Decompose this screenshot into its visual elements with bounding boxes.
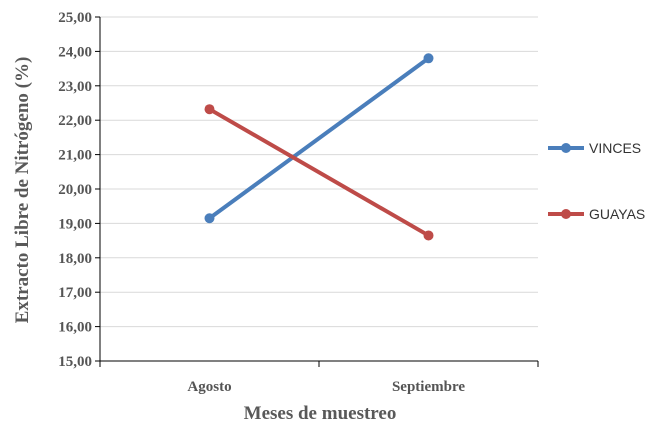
y-tick-label: 23,00 <box>58 79 92 95</box>
y-tick-label: 24,00 <box>58 44 92 60</box>
y-tick-label: 15,00 <box>58 354 92 370</box>
y-tick-label: 22,00 <box>58 113 92 129</box>
data-point-vinces <box>424 53 434 63</box>
y-tick-label: 20,00 <box>58 182 92 198</box>
legend-label-vinces: VINCES <box>589 140 641 156</box>
y-tick-label: 25,00 <box>58 10 92 26</box>
x-axis: Agosto Septiembre <box>100 17 538 395</box>
y-tick-label: 21,00 <box>58 148 92 164</box>
x-axis-title: Meses de muestreo <box>244 403 397 423</box>
y-axis-title: Extracto Libre de Nitrógeno (%) <box>12 57 33 324</box>
data-point-vinces <box>205 213 215 223</box>
series-line-guayas <box>210 109 429 235</box>
y-tick-label: 18,00 <box>58 251 92 267</box>
y-tick-label: 17,00 <box>58 285 92 301</box>
legend-marker-guayas <box>561 209 571 219</box>
y-tick-label: 16,00 <box>58 320 92 336</box>
y-tick-label: 19,00 <box>58 216 92 232</box>
data-point-guayas <box>205 104 215 114</box>
series-layer <box>205 53 434 240</box>
x-tick-label: Agosto <box>187 379 231 395</box>
x-tick-label: Septiembre <box>392 379 465 395</box>
y-tick-labels: 15,00 16,00 17,00 18,00 19,00 20,00 21,00 22,00… <box>58 10 100 370</box>
series-line-vinces <box>210 58 429 218</box>
legend-label-guayas: GUAYAS <box>589 206 645 222</box>
legend-marker-vinces <box>561 143 571 153</box>
data-point-guayas <box>424 230 434 240</box>
legend: VINCES GUAYAS <box>548 140 645 222</box>
